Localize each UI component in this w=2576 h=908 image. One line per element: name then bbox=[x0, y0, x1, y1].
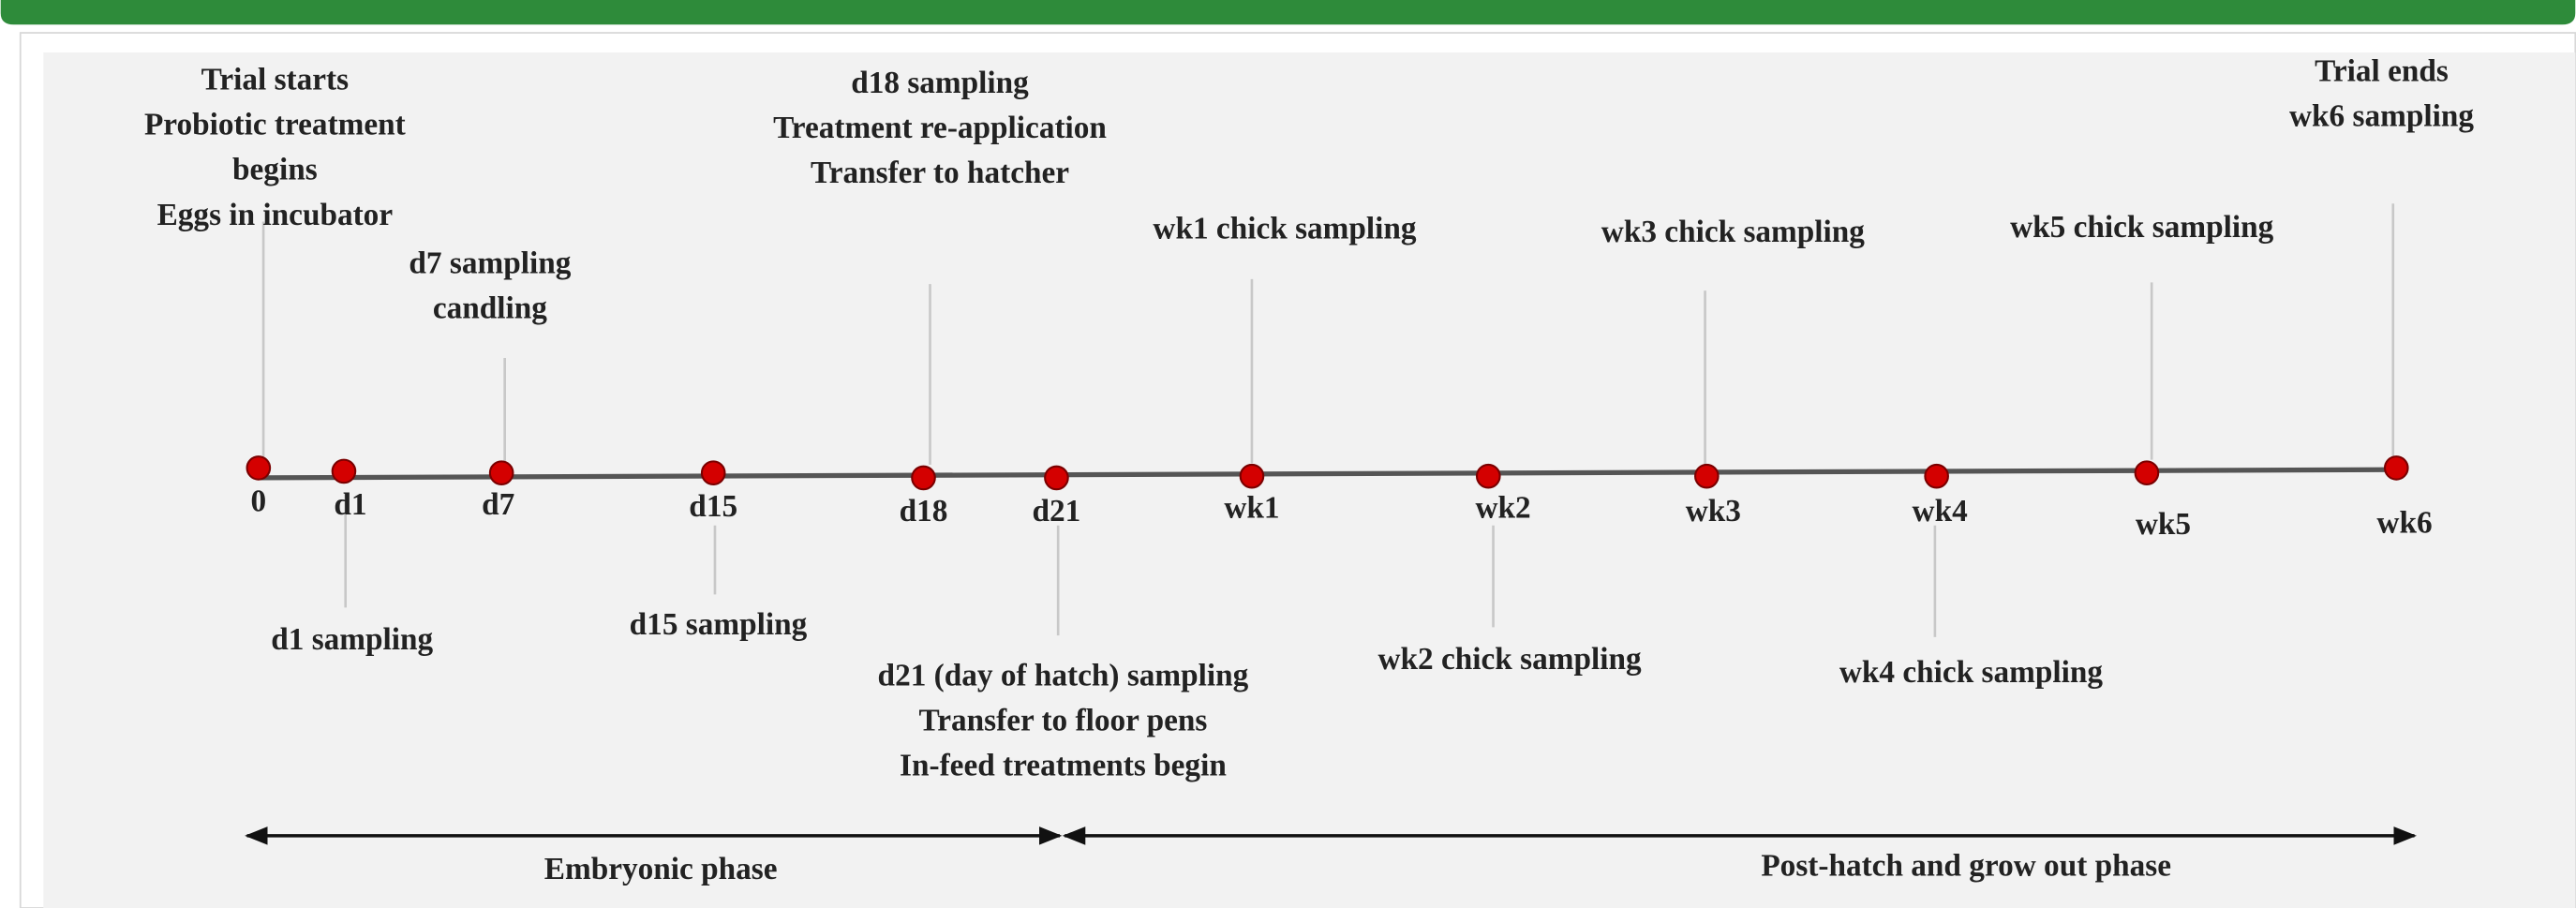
timepoint-dot bbox=[2134, 460, 2160, 485]
timepoint-label: wk1 bbox=[1224, 491, 1279, 526]
annotation: d18 sampling bbox=[851, 66, 1029, 100]
timepoint-dot bbox=[2383, 455, 2409, 481]
connectors bbox=[261, 203, 2395, 637]
annotation: Transfer to floor pens bbox=[919, 704, 1208, 738]
timepoint-label: d18 bbox=[900, 494, 948, 528]
timepoint-label: wk5 bbox=[2136, 507, 2191, 542]
timepoint-label: d1 bbox=[334, 487, 366, 522]
annotation: Trial ends bbox=[2315, 53, 2449, 88]
annotation: Trial starts bbox=[201, 62, 349, 97]
annotation: wk2 chick sampling bbox=[1378, 642, 1642, 677]
timepoint-label: wk2 bbox=[1475, 491, 1530, 526]
timepoint-dot bbox=[911, 465, 936, 491]
content-area bbox=[43, 52, 2576, 908]
timepoint-label: d7 bbox=[482, 487, 514, 522]
annotation: begins bbox=[232, 153, 318, 187]
points: 0 Trial starts Probiotic treatment begins Eg… bbox=[144, 53, 2474, 782]
annotation: d15 sampling bbox=[630, 607, 808, 642]
timepoint-label: 0 bbox=[251, 484, 267, 519]
annotation: wk3 chick sampling bbox=[1601, 215, 1865, 249]
top-bar bbox=[0, 0, 2576, 25]
timepoint-dot bbox=[700, 460, 726, 485]
annotation: Probiotic treatment bbox=[144, 107, 406, 141]
annotation: d21 (day of hatch) sampling bbox=[878, 658, 1249, 692]
annotation: wk1 chick sampling bbox=[1153, 212, 1416, 246]
timepoint-dot bbox=[246, 455, 272, 481]
timepoint-dot bbox=[1694, 463, 1720, 489]
annotation: Eggs in incubator bbox=[157, 198, 394, 232]
timepoint-label: wk4 bbox=[1913, 494, 1969, 528]
annotation: wk6 sampling bbox=[2289, 99, 2474, 134]
timepoint-dot bbox=[1475, 463, 1501, 489]
annotation: wk5 chick sampling bbox=[2010, 210, 2273, 245]
timepoint-label: d21 bbox=[1033, 494, 1081, 528]
annotation: wk4 chick sampling bbox=[1839, 655, 2103, 690]
annotation: candling bbox=[433, 291, 547, 326]
timepoint-dot bbox=[1044, 465, 1069, 491]
timepoint-dot bbox=[331, 458, 357, 484]
annotation: Transfer to hatcher bbox=[811, 156, 1069, 190]
phase-label: Post-hatch and grow out phase bbox=[1761, 849, 2171, 884]
annotation: d1 sampling bbox=[271, 622, 433, 657]
timepoint-label: d15 bbox=[689, 489, 737, 524]
timepoint-dot bbox=[488, 460, 514, 485]
timepoint-dot bbox=[1924, 463, 1949, 489]
annotation: Treatment re-application bbox=[773, 111, 1107, 145]
timepoint-label: wk6 bbox=[2376, 505, 2432, 540]
annotation: d7 sampling bbox=[409, 246, 571, 281]
timepoint-label: wk3 bbox=[1686, 494, 1741, 528]
annotation: In-feed treatments begin bbox=[900, 749, 1227, 783]
timeline-line bbox=[258, 467, 2399, 481]
phase-label: Embryonic phase bbox=[544, 852, 778, 886]
timepoint-dot bbox=[1239, 463, 1265, 489]
